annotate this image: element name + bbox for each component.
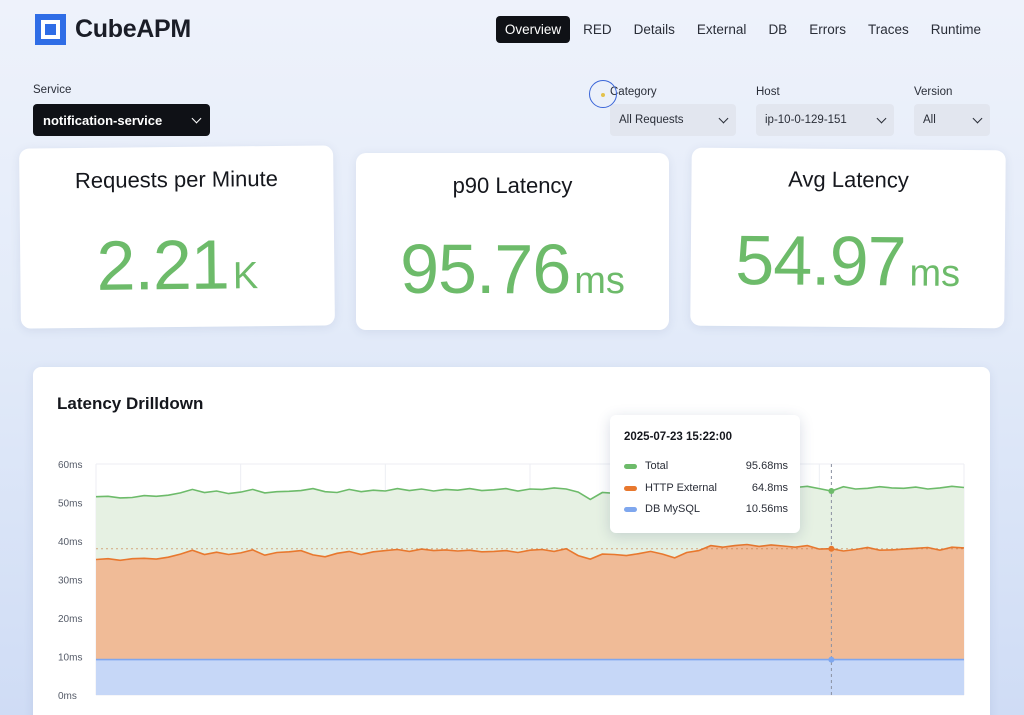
app-logo[interactable]: CubeAPM [35, 14, 191, 45]
area-db-mysql [96, 659, 964, 695]
host-label: Host [756, 86, 780, 98]
y-tick-label: 60ms [58, 460, 82, 471]
y-tick-label: 0ms [58, 691, 77, 702]
hover-point [828, 656, 835, 663]
category-label: Category [610, 86, 657, 98]
legend-swatch-icon [624, 463, 637, 469]
tooltip-timestamp: 2025-07-23 15:22:00 [624, 431, 733, 443]
p90-unit: ms [574, 260, 625, 302]
p90-title: p90 Latency [452, 173, 573, 198]
tooltip-series-value: 95.68ms [745, 460, 788, 472]
tooltip-row-total: Total 95.68ms [624, 460, 788, 472]
tooltip-row-db-mysql: DB MySQL 10.56ms [624, 503, 788, 515]
chart-tooltip: 2025-07-23 15:22:00 Total 95.68ms HTTP E… [610, 415, 800, 533]
tab-external[interactable]: External [696, 22, 747, 37]
tab-red[interactable]: RED [583, 22, 612, 37]
y-tick-label: 20ms [58, 614, 82, 625]
hover-point [828, 487, 835, 494]
hover-point [828, 545, 835, 552]
tooltip-series-value: 64.8ms [751, 482, 788, 494]
y-tick-label: 50ms [58, 499, 82, 510]
y-tick-label: 30ms [58, 576, 82, 587]
tab-errors[interactable]: Errors [809, 22, 846, 37]
tab-traces[interactable]: Traces [867, 22, 909, 37]
tab-db[interactable]: DB [768, 22, 788, 37]
service-value: notification-service [43, 112, 163, 128]
tooltip-series-name: HTTP External [645, 482, 717, 494]
line-http-external [95, 543, 965, 562]
tab-details[interactable]: Details [633, 22, 675, 37]
legend-swatch-icon [624, 485, 637, 491]
panel-title: Latency Drilldown [57, 394, 204, 413]
app-name: CubeAPM [75, 15, 191, 43]
category-select[interactable]: All Requests [610, 104, 736, 136]
tooltip-series-value: 10.56ms [745, 503, 788, 515]
version-label: Version [914, 86, 953, 98]
p90-card: p90 Latency 95.76 ms [356, 153, 669, 330]
host-value: ip-10-0-129-151 [765, 114, 847, 126]
service-select[interactable]: notification-service [33, 104, 210, 136]
click-indicator-icon [589, 80, 617, 108]
tooltip-row-http-external: HTTP External 64.8ms [624, 482, 788, 494]
version-value: All [923, 114, 936, 126]
p90-value: 95.76 ms [356, 229, 669, 309]
p90-number: 95.76 [400, 230, 571, 308]
y-tick-label: 40ms [58, 537, 82, 548]
category-value: All Requests [619, 114, 684, 126]
host-select[interactable]: ip-10-0-129-151 [756, 104, 894, 136]
tab-overview[interactable]: Overview [495, 16, 571, 43]
service-label: Service [33, 84, 72, 96]
tooltip-series-name: Total [645, 460, 669, 472]
y-tick-label: 10ms [58, 653, 82, 664]
legend-swatch-icon [624, 506, 637, 512]
cubeapm-logo-icon [35, 14, 66, 45]
area-http-external [96, 544, 964, 695]
tooltip-series-name: DB MySQL [645, 503, 701, 515]
line-total [95, 485, 965, 501]
version-select[interactable]: All [914, 104, 990, 136]
tab-runtime[interactable]: Runtime [930, 22, 981, 37]
top-nav: Overview RED Details External DB Errors … [495, 16, 990, 43]
